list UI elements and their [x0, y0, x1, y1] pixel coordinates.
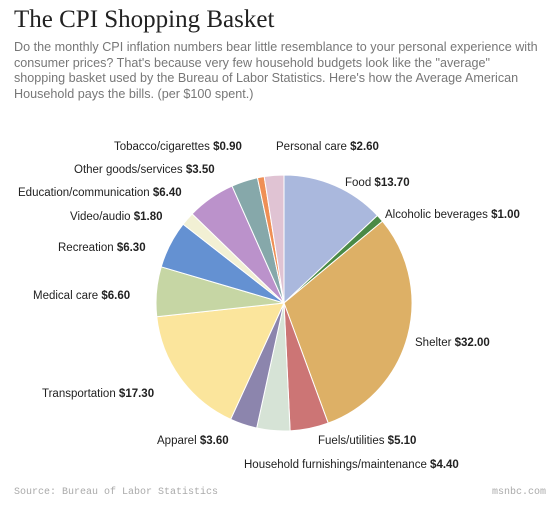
slice-label-value: $0.90	[213, 141, 242, 153]
slice-label-name: Alcoholic beverages	[385, 209, 491, 221]
slice-label-value: $3.50	[186, 164, 215, 176]
source-note: Source: Bureau of Labor Statistics	[14, 487, 219, 498]
slice-label-value: $4.40	[430, 459, 459, 471]
slice-label-name: Personal care	[276, 141, 350, 153]
pie-slice-transportation	[156, 302, 285, 421]
slice-label-value: $3.60	[200, 435, 229, 447]
slice-label-name: Education/communication	[18, 187, 153, 199]
slice-label: Food $13.70	[345, 177, 410, 189]
slice-label-value: $1.80	[134, 211, 163, 223]
slice-label-name: Food	[345, 177, 374, 189]
brand-logo-text: msnbc.com	[491, 487, 546, 498]
slice-label-name: Fuels/utilities	[318, 435, 388, 447]
pie-slice-personal-care	[263, 174, 285, 304]
slice-label: Transportation $17.30	[42, 388, 154, 400]
slice-label: Personal care $2.60	[276, 141, 379, 153]
slice-label-name: Recreation	[58, 242, 117, 254]
chart-subtitle: Do the monthly CPI inflation numbers bea…	[14, 40, 538, 101]
slice-label: Recreation $6.30	[58, 242, 146, 254]
slice-label-name: Video/audio	[70, 211, 134, 223]
slice-label-value: $6.60	[101, 290, 130, 302]
slice-label: Household furnishings/maintenance $4.40	[244, 459, 459, 471]
slice-label-name: Apparel	[157, 435, 200, 447]
slice-label: Fuels/utilities $5.10	[318, 435, 416, 447]
pie-slice-food	[283, 174, 379, 305]
slice-label-value: $32.00	[455, 337, 490, 349]
slice-label: Other goods/services $3.50	[74, 164, 215, 176]
slice-label: Medical care $6.60	[33, 290, 130, 302]
slice-label-value: $5.10	[388, 435, 417, 447]
pie-slice-shelter	[283, 220, 413, 424]
slice-label-name: Transportation	[42, 388, 119, 400]
slice-label-value: $13.70	[374, 177, 409, 189]
slice-label-value: $1.00	[491, 209, 520, 221]
slice-label-name: Shelter	[415, 337, 455, 349]
slice-label-name: Household furnishings/maintenance	[244, 459, 430, 471]
slice-label: Apparel $3.60	[157, 435, 229, 447]
slice-label: Education/communication $6.40	[18, 187, 182, 199]
slice-label: Video/audio $1.80	[70, 211, 163, 223]
slice-label-value: $6.30	[117, 242, 146, 254]
slice-label-value: $17.30	[119, 388, 154, 400]
slice-label: Tobacco/cigarettes $0.90	[114, 141, 242, 153]
chart-title: The CPI Shopping Basket	[14, 6, 275, 33]
slice-label-name: Medical care	[33, 290, 101, 302]
slice-label-value: $6.40	[153, 187, 182, 199]
slice-label-value: $2.60	[350, 141, 379, 153]
slice-label: Alcoholic beverages $1.00	[385, 209, 520, 221]
slice-label: Shelter $32.00	[415, 337, 490, 349]
slice-label-name: Tobacco/cigarettes	[114, 141, 213, 153]
slice-label-name: Other goods/services	[74, 164, 186, 176]
